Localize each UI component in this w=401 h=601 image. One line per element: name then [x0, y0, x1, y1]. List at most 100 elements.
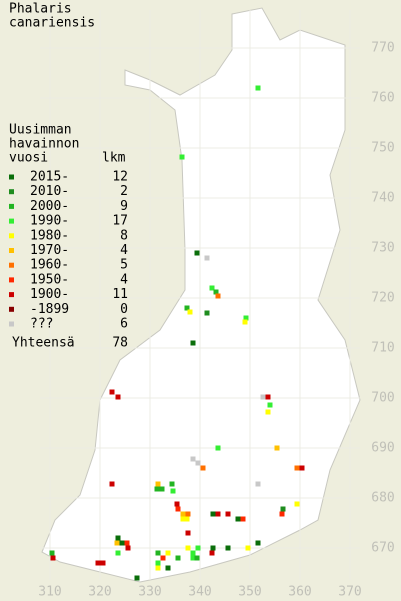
legend-label: 1990- — [30, 214, 69, 229]
record-dot — [200, 465, 206, 471]
legend-count: 4 — [120, 272, 128, 287]
legend-label: 2000- — [30, 199, 69, 214]
record-dot — [175, 555, 181, 561]
record-dot — [255, 540, 261, 546]
legend-label: -1899 — [30, 302, 69, 317]
record-dot — [274, 445, 280, 451]
record-dot — [124, 540, 130, 546]
record-dot — [180, 516, 186, 522]
record-dot — [114, 540, 120, 546]
y-tick-label: 720 — [371, 291, 394, 306]
record-dot — [210, 545, 216, 551]
x-tick-label: 320 — [88, 585, 111, 600]
record-dot — [95, 560, 101, 566]
legend-swatch — [9, 189, 14, 195]
y-tick-label: 690 — [371, 441, 394, 456]
record-dot — [267, 402, 273, 408]
legend-count: 6 — [120, 317, 128, 332]
legend-swatch — [9, 233, 14, 239]
record-dot — [185, 530, 191, 536]
record-dot — [179, 154, 185, 160]
legend-heading: havainnon — [9, 137, 79, 152]
record-dot — [100, 560, 106, 566]
legend-swatch — [9, 248, 14, 253]
record-dot — [265, 394, 271, 400]
record-dot — [115, 535, 121, 541]
legend-swatch — [9, 277, 14, 283]
total-label: Yhteensä — [12, 336, 75, 351]
record-dot — [240, 516, 246, 522]
y-tick-label: 680 — [371, 491, 394, 506]
legend-swatch — [9, 321, 14, 327]
record-dot — [169, 481, 175, 487]
record-dot — [165, 550, 171, 556]
record-dot — [159, 486, 165, 492]
record-dot — [260, 394, 266, 400]
total-count: 78 — [112, 336, 128, 351]
record-dot — [194, 555, 200, 561]
record-dot — [170, 488, 176, 494]
x-tick-label: 350 — [238, 585, 261, 600]
record-dot — [115, 394, 121, 400]
record-dot — [119, 540, 125, 546]
record-dot — [184, 516, 190, 522]
x-tick-label: 370 — [338, 585, 361, 600]
record-dot — [209, 285, 215, 291]
record-dot — [210, 511, 216, 517]
x-tick-label: 330 — [138, 585, 161, 600]
record-dot — [115, 550, 121, 556]
record-dot — [242, 319, 248, 325]
record-dot — [279, 511, 285, 517]
legend-count: 0 — [120, 302, 128, 317]
record-dot — [195, 545, 201, 551]
record-dot — [155, 481, 161, 487]
record-dot — [184, 305, 190, 311]
record-dot — [175, 506, 181, 512]
title: canariensis — [9, 16, 95, 31]
legend-swatch — [9, 262, 14, 268]
record-dot — [194, 250, 200, 256]
x-tick-label: 340 — [188, 585, 211, 600]
record-dot — [190, 456, 196, 462]
record-dot — [155, 560, 161, 566]
y-tick-label: 710 — [371, 341, 394, 356]
legend-count: 11 — [112, 287, 128, 302]
y-tick-label: 770 — [371, 41, 394, 56]
record-dot — [50, 555, 56, 561]
record-dot — [299, 465, 305, 471]
record-dot — [154, 486, 160, 492]
legend-label: 1960- — [30, 258, 69, 273]
x-tick-label: 310 — [38, 585, 61, 600]
record-dot — [180, 511, 186, 517]
record-dot — [280, 506, 286, 512]
title: Phalaris — [9, 2, 72, 17]
record-dot — [225, 545, 231, 551]
record-dot — [185, 511, 191, 517]
record-dot — [204, 310, 210, 316]
record-dot — [190, 550, 196, 556]
record-dot — [255, 85, 261, 91]
y-tick-label: 750 — [371, 141, 394, 156]
legend-count: 4 — [120, 243, 128, 258]
legend-label: 2015- — [30, 170, 69, 185]
legend-label: 1950- — [30, 272, 69, 287]
y-tick-label: 670 — [371, 541, 394, 556]
legend-count: 8 — [120, 228, 128, 243]
record-dot — [134, 575, 140, 581]
record-dot — [255, 481, 261, 487]
legend-heading: vuosi — [9, 151, 48, 166]
legend-count: 2 — [120, 184, 128, 199]
legend-count: 9 — [120, 199, 128, 214]
record-dot — [160, 555, 166, 561]
y-tick-label: 700 — [371, 391, 394, 406]
legend-count: 17 — [112, 214, 128, 229]
legend-swatch — [9, 306, 14, 312]
legend-swatch — [9, 218, 14, 224]
record-dot — [174, 501, 180, 507]
legend-swatch — [9, 174, 14, 180]
record-dot — [204, 255, 210, 261]
record-dot — [190, 340, 196, 346]
record-dot — [109, 481, 115, 487]
record-dot — [49, 550, 55, 556]
